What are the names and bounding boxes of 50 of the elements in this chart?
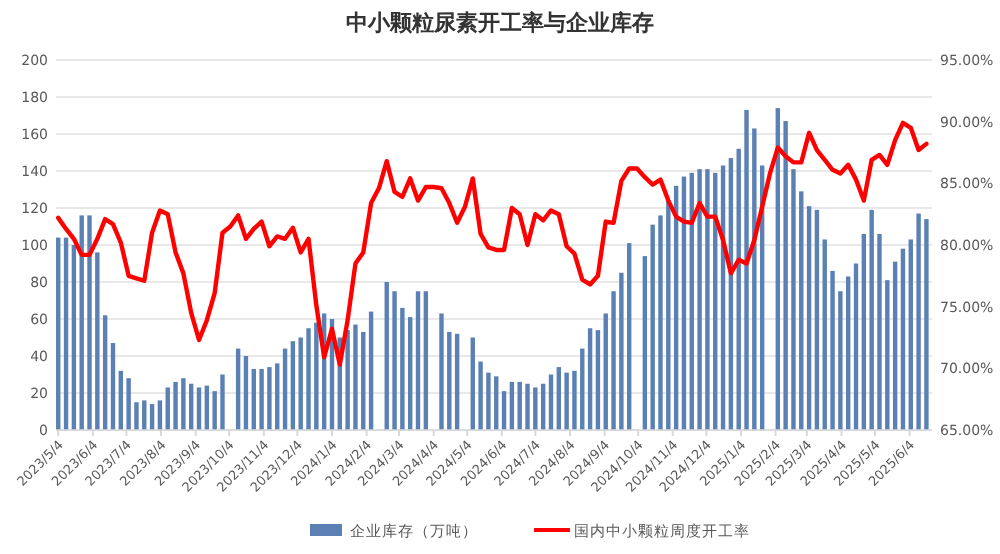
bar xyxy=(556,367,562,430)
bar xyxy=(220,374,225,430)
bar xyxy=(56,237,61,430)
bar xyxy=(494,376,499,430)
bar xyxy=(423,291,429,430)
bar xyxy=(275,363,280,430)
bar xyxy=(454,333,460,430)
bar xyxy=(853,263,859,430)
bar xyxy=(173,381,178,430)
bar xyxy=(353,324,358,430)
bar xyxy=(181,378,186,430)
bar xyxy=(627,243,632,430)
bar xyxy=(259,368,264,430)
bar xyxy=(916,213,921,430)
bar xyxy=(243,356,249,430)
chart-title: 中小颗粒尿素开工率与企业库存 xyxy=(346,10,654,36)
bar xyxy=(345,330,350,430)
bar xyxy=(697,169,702,430)
bar xyxy=(415,291,421,430)
bar xyxy=(110,343,116,430)
bar xyxy=(924,219,929,430)
bar xyxy=(595,330,601,430)
bar xyxy=(705,169,710,430)
bar xyxy=(525,383,530,430)
bar xyxy=(564,372,569,430)
bar xyxy=(384,282,389,430)
bar xyxy=(892,261,898,430)
bar xyxy=(126,378,131,430)
bar xyxy=(587,328,593,430)
bar xyxy=(267,367,272,430)
bar xyxy=(290,341,296,430)
bar xyxy=(533,387,538,430)
bar xyxy=(814,209,820,430)
bar xyxy=(439,313,444,430)
bar xyxy=(806,206,812,430)
bar xyxy=(368,311,374,430)
bar xyxy=(87,215,92,430)
bar xyxy=(900,248,906,430)
bar xyxy=(79,215,84,430)
bar xyxy=(744,109,749,430)
line-series xyxy=(56,120,929,367)
bar xyxy=(822,239,827,430)
bar xyxy=(63,237,69,430)
bar xyxy=(306,328,311,430)
bar xyxy=(196,387,202,430)
bar xyxy=(517,381,522,430)
bar xyxy=(165,387,170,430)
bar xyxy=(361,331,366,430)
bar xyxy=(869,209,874,430)
bar xyxy=(846,276,851,430)
